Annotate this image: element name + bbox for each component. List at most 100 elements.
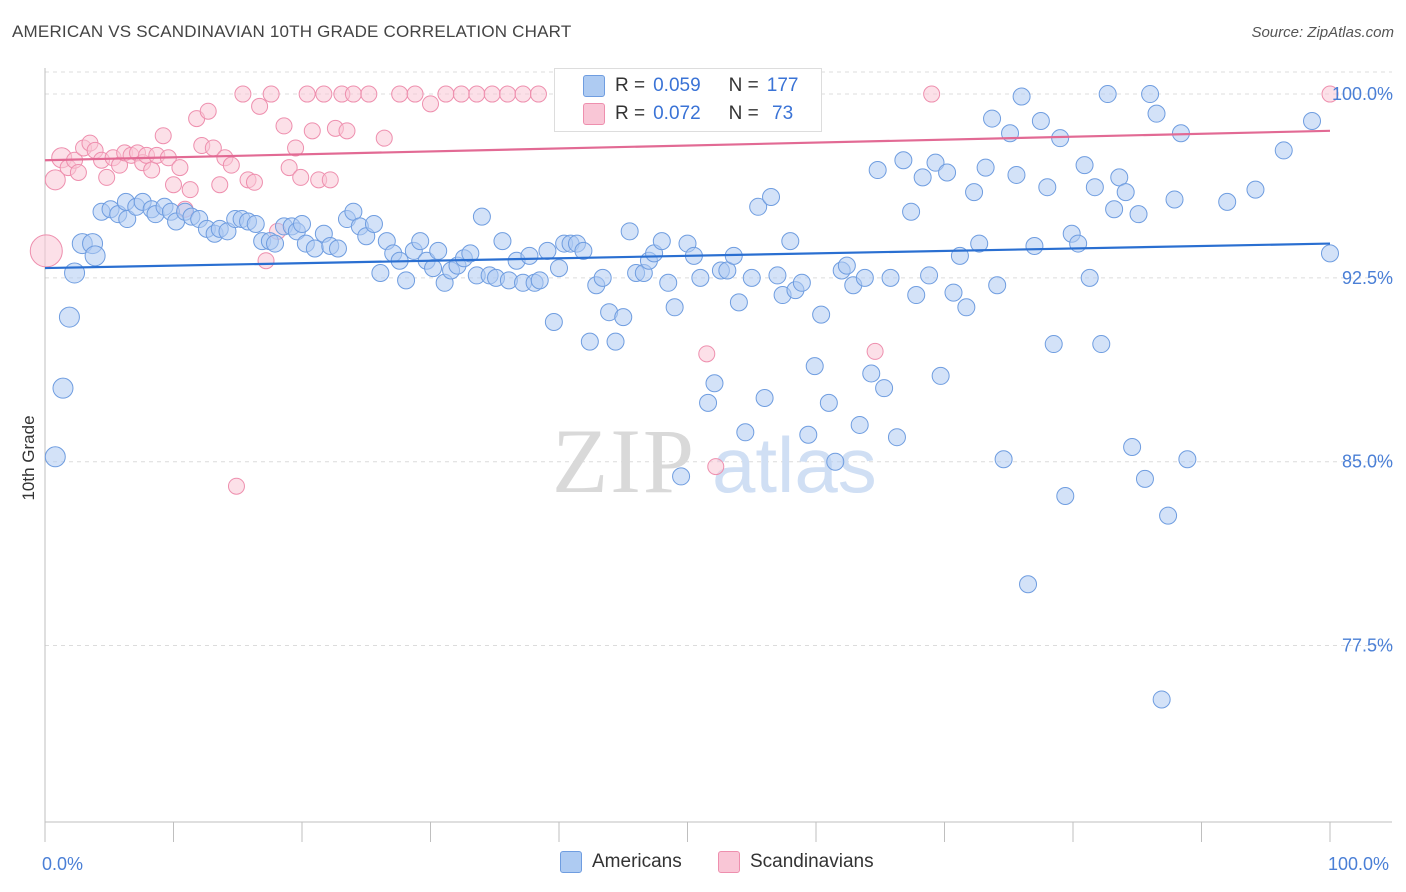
y-tick-label: 92.5%: [1342, 268, 1393, 288]
legend-n-label: N =: [728, 103, 759, 124]
americans-point: [1218, 192, 1237, 211]
americans-point: [762, 188, 781, 206]
americans-point: [538, 241, 557, 260]
americans-point: [64, 262, 86, 284]
scandinavians-point: [222, 156, 240, 174]
scandinavians-point: [468, 85, 486, 103]
americans-label: Americans: [592, 851, 682, 872]
bottom-legend-scandinavians: Scandinavians: [718, 851, 874, 873]
americans-point: [1092, 335, 1111, 354]
americans-point: [983, 109, 1002, 128]
americans-trend-line: [44, 242, 1331, 270]
americans-point: [913, 168, 932, 187]
americans-point: [1178, 450, 1197, 469]
legend-r-value: 0.072: [653, 103, 701, 124]
americans-point: [749, 197, 768, 216]
americans-point: [819, 393, 838, 412]
americans-point: [429, 241, 448, 260]
americans-point: [530, 271, 549, 290]
scandinavians-point: [154, 127, 172, 145]
americans-point: [672, 467, 691, 486]
americans-point: [266, 234, 285, 253]
americans-point: [305, 239, 324, 258]
americans-point: [659, 273, 678, 292]
americans-point: [614, 308, 633, 327]
scandinavians-point: [275, 117, 293, 135]
y-tick-labels: 77.5% 85.0% 92.5% 100.0%: [1332, 84, 1393, 655]
scandinavians-point: [338, 122, 356, 140]
americans-point: [862, 364, 881, 383]
y-axis-title: 10th Grade: [19, 415, 38, 500]
americans-point: [574, 241, 593, 260]
axes: [44, 68, 1392, 842]
x-tick-label-min: 0.0%: [42, 854, 83, 874]
chart-title: AMERICAN VS SCANDINAVIAN 10TH GRADE CORR…: [12, 22, 572, 41]
americans-point: [768, 266, 787, 285]
scandinavians-point: [483, 85, 501, 103]
americans-point: [461, 244, 480, 263]
scandinavians-point: [499, 85, 517, 103]
scandinavians-point: [375, 129, 393, 147]
americans-point: [976, 158, 995, 177]
americans-point: [364, 214, 383, 233]
scandinavians-point: [287, 139, 305, 157]
americans-point: [520, 246, 539, 265]
americans-point: [965, 183, 984, 202]
americans-point: [1135, 469, 1154, 488]
scandinavians-point: [44, 169, 66, 191]
scandinavians-point: [98, 168, 116, 186]
scandinavians-point: [344, 85, 362, 103]
americans-point: [894, 151, 913, 170]
scandinavians-point: [257, 252, 275, 270]
americans-point: [742, 268, 761, 287]
americans-point: [1019, 575, 1038, 594]
americans-point: [293, 214, 311, 233]
americans-point: [729, 293, 748, 312]
watermark-zip: ZIP: [552, 410, 696, 512]
americans-point: [328, 239, 347, 258]
americans-point: [812, 305, 831, 324]
americans-point: [472, 207, 491, 226]
scandinavians-point: [165, 176, 182, 194]
legend-r-value: 0.059: [653, 75, 701, 96]
americans-point: [1165, 190, 1184, 209]
americans-point: [755, 388, 774, 407]
source-credit: Source: ZipAtlas.com: [1251, 24, 1394, 41]
y-tick-label: 85.0%: [1342, 452, 1393, 472]
scandinavians-point: [514, 85, 532, 103]
americans-point: [1152, 690, 1171, 709]
scandinavians-point: [171, 159, 189, 177]
legend-n-value: 177: [766, 75, 799, 96]
americans-point: [837, 256, 856, 275]
scandinavians-point: [298, 85, 316, 103]
scandinavians-point: [245, 173, 263, 191]
americans-point: [868, 161, 887, 180]
scandinavians-point: [292, 168, 310, 186]
scandinavians-point: [707, 458, 725, 476]
americans-point: [411, 232, 430, 251]
americans-point: [544, 313, 563, 331]
scandinavians-point: [262, 85, 280, 103]
scandinavians-point: [866, 342, 884, 360]
americans-point: [1129, 205, 1148, 224]
watermark: ZIP atlas: [552, 410, 877, 512]
americans-point: [938, 163, 957, 182]
americans-point: [1031, 112, 1050, 131]
americans-point: [887, 428, 906, 447]
americans-point: [875, 379, 894, 398]
legend: R = 0.059 N = 177 R = 0.072 N = 73: [554, 68, 822, 132]
americans-point: [855, 268, 874, 287]
scandinavians-point: [391, 85, 409, 103]
americans-point: [881, 268, 900, 287]
americans-point: [907, 286, 926, 305]
americans-point: [799, 425, 818, 444]
scandinavians-point: [251, 97, 269, 115]
americans-point: [931, 366, 950, 385]
gridlines: [45, 71, 1392, 647]
legend-n-value: 73: [766, 103, 794, 124]
americans-swatch: [583, 75, 605, 97]
americans-point: [1007, 165, 1026, 184]
americans-point: [620, 222, 639, 241]
scandinavians-point: [234, 85, 252, 103]
